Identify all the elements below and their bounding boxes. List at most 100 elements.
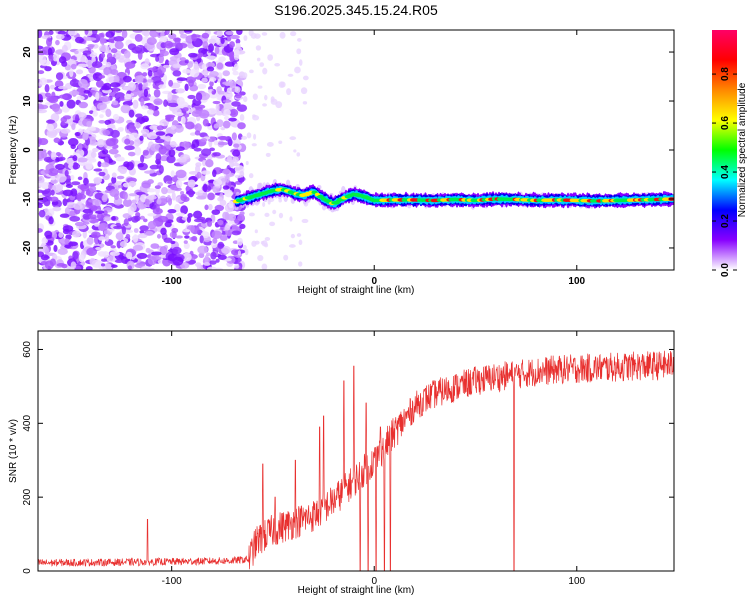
- noise-cell: [39, 59, 51, 67]
- noise-cell: [87, 126, 96, 131]
- noise-cell: [278, 140, 283, 144]
- noise-cell: [121, 30, 128, 39]
- noise-cell: [76, 95, 85, 101]
- noise-cell: [128, 193, 138, 197]
- noise-cell: [126, 161, 134, 171]
- noise-cell: [48, 183, 53, 190]
- noise-cell: [38, 189, 44, 194]
- noise-cell: [55, 34, 65, 40]
- noise-cell: [100, 263, 106, 267]
- noise-cell: [50, 151, 57, 161]
- noise-cell: [301, 218, 309, 224]
- noise-cell: [149, 125, 159, 130]
- noise-cell: [173, 37, 182, 42]
- noise-cell: [189, 68, 200, 78]
- noise-cell: [228, 51, 235, 60]
- noise-cell: [188, 79, 194, 87]
- noise-cell: [85, 266, 93, 270]
- noise-cell: [202, 183, 208, 193]
- noise-cell: [48, 54, 54, 62]
- noise-cell: [146, 195, 157, 200]
- noise-cell: [66, 99, 76, 109]
- noise-cell: [41, 196, 48, 203]
- noise-cell: [107, 123, 116, 129]
- noise-cell: [100, 162, 110, 168]
- noise-cell: [98, 44, 110, 53]
- noise-cell: [144, 198, 150, 206]
- noise-cell: [264, 212, 270, 217]
- snr-x-ticks: -100 0 100: [162, 331, 586, 587]
- noise-cell: [42, 190, 52, 198]
- noise-cell: [263, 243, 269, 248]
- noise-cell: [82, 213, 92, 220]
- noise-cell: [92, 110, 98, 117]
- noise-cell: [167, 180, 173, 185]
- noise-cell: [161, 186, 168, 195]
- noise-cell: [50, 113, 60, 122]
- noise-cell: [213, 139, 219, 146]
- noise-cell: [70, 188, 78, 197]
- noise-cell: [182, 252, 192, 262]
- noise-cell: [184, 83, 189, 92]
- noise-cell: [175, 88, 185, 94]
- noise-cell: [200, 138, 208, 143]
- noise-cell: [249, 69, 254, 74]
- noise-cell: [198, 52, 204, 58]
- noise-cell: [171, 191, 176, 201]
- noise-cell: [222, 185, 230, 190]
- noise-cell: [134, 194, 140, 202]
- noise-cell: [253, 133, 257, 140]
- noise-cell: [212, 169, 217, 178]
- noise-cell: [102, 149, 109, 155]
- noise-cell: [262, 67, 268, 75]
- noise-cell: [134, 75, 144, 84]
- noise-cell: [70, 181, 81, 186]
- noise-cell: [84, 30, 89, 35]
- noise-cell: [69, 90, 80, 96]
- noise-cell: [164, 30, 170, 36]
- noise-cell: [212, 237, 218, 244]
- noise-cell: [44, 84, 50, 93]
- noise-cell: [83, 129, 90, 133]
- snr-y-ticks: 0 200 400 600: [22, 341, 674, 574]
- noise-cell: [163, 64, 170, 69]
- noise-cell: [152, 109, 160, 117]
- noise-cell: [108, 76, 115, 81]
- noise-cell: [78, 143, 83, 151]
- noise-cell: [239, 211, 245, 216]
- noise-cell: [105, 61, 112, 68]
- colorbar: 0.0 0.2 0.4 0.6 0.8 Normalized spectral ampl…: [712, 30, 748, 277]
- noise-cell: [234, 86, 241, 94]
- noise-cell: [152, 85, 160, 89]
- noise-cell: [155, 30, 163, 33]
- colorbar-tick-label: 0.2: [720, 214, 731, 228]
- noise-cell: [127, 151, 136, 157]
- noise-cell: [140, 97, 145, 107]
- noise-cell: [201, 32, 210, 39]
- noise-cell: [204, 254, 209, 264]
- spectrogram-x-label: Height of straight line (km): [298, 285, 415, 296]
- noise-cell: [172, 256, 184, 266]
- noise-cell: [41, 238, 48, 244]
- noise-cell: [264, 237, 271, 241]
- noise-cell: [232, 156, 239, 164]
- noise-cell: [155, 131, 166, 136]
- noise-cell: [194, 130, 201, 136]
- noise-cell: [163, 74, 168, 82]
- noise-cell: [193, 147, 202, 152]
- noise-cell: [196, 171, 202, 179]
- noise-cell: [78, 101, 89, 109]
- noise-cell: [145, 247, 151, 253]
- noise-cell: [205, 55, 217, 60]
- noise-cell: [229, 108, 239, 118]
- noise-cell: [160, 227, 167, 236]
- noise-cell: [119, 97, 125, 102]
- noise-cell: [103, 216, 111, 222]
- noise-cell: [175, 179, 183, 189]
- noise-cell: [216, 119, 224, 128]
- noise-cell: [131, 46, 143, 54]
- noise-cell: [173, 124, 184, 133]
- noise-cell: [64, 244, 72, 249]
- noise-cell: [68, 241, 78, 247]
